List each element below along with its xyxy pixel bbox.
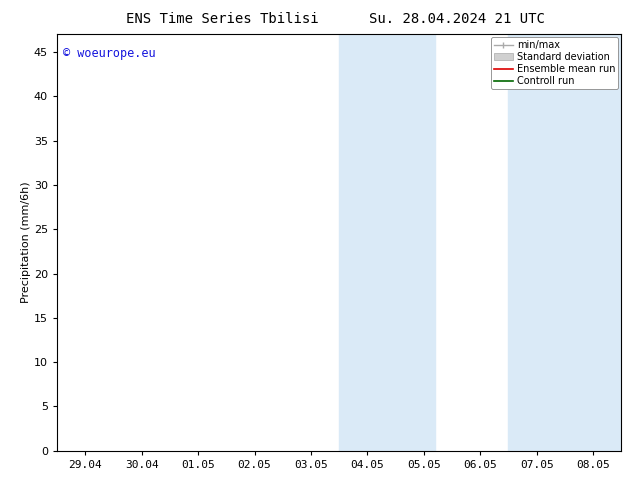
Legend: min/max, Standard deviation, Ensemble mean run, Controll run: min/max, Standard deviation, Ensemble me…	[491, 37, 618, 89]
Text: © woeurope.eu: © woeurope.eu	[63, 47, 155, 60]
Y-axis label: Precipitation (mm/6h): Precipitation (mm/6h)	[21, 182, 31, 303]
Text: ENS Time Series Tbilisi: ENS Time Series Tbilisi	[126, 12, 318, 26]
Text: Su. 28.04.2024 21 UTC: Su. 28.04.2024 21 UTC	[368, 12, 545, 26]
Bar	[339, 34, 435, 451]
Bar	[508, 34, 621, 451]
